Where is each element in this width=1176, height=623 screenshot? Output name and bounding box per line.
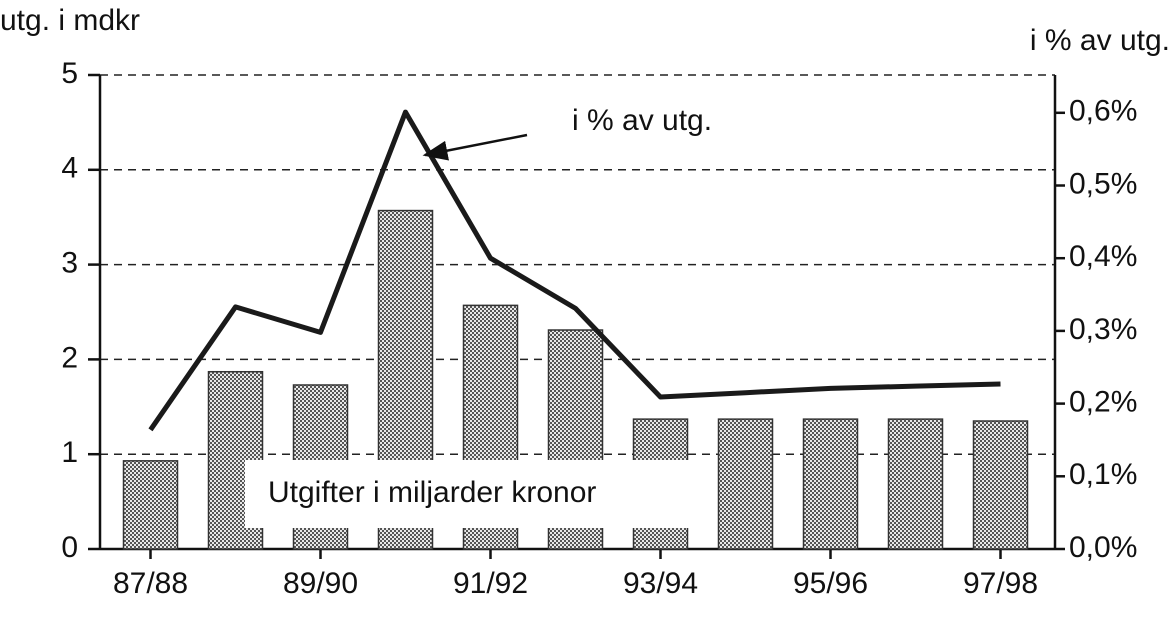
y-axis-title: utg. i mdkr xyxy=(0,4,140,37)
x-tick-label: 89/90 xyxy=(283,567,358,600)
y-tick-label: 2 xyxy=(61,341,78,374)
annotation-box xyxy=(245,460,700,528)
y2-tick-label: 0,3% xyxy=(1069,313,1137,346)
x-tick-label: 93/94 xyxy=(623,567,698,600)
bar xyxy=(122,460,179,550)
annotation-arrow xyxy=(422,133,528,161)
bar xyxy=(972,420,1029,550)
plot: 0 1 2 3 4 5 0,0% 0,1% 0,2% 0,3% 0,4% 0,5% 0,6% 87/88 8… xyxy=(61,57,1137,600)
y2-tick-label: 0,4% xyxy=(1069,240,1137,273)
bar xyxy=(717,418,774,550)
y2-tick-label: 0,5% xyxy=(1069,167,1137,200)
y-tick-label: 1 xyxy=(61,436,78,469)
x-tick-label: 97/98 xyxy=(963,567,1038,600)
y-tick-label: 0 xyxy=(61,531,78,564)
bar xyxy=(802,418,859,550)
x-tick-label: 87/88 xyxy=(113,567,188,600)
bar xyxy=(887,418,944,550)
y2-tick-label: 0,6% xyxy=(1069,95,1137,128)
y-tick-label: 4 xyxy=(61,152,78,185)
line xyxy=(148,109,1001,432)
y-tick-label: 5 xyxy=(61,57,78,90)
y2-tick-label: 0,2% xyxy=(1069,386,1137,419)
line-annotation: i % av utg. xyxy=(572,104,712,137)
y-tick-label: 3 xyxy=(61,247,78,280)
y2-tick-label: 0,0% xyxy=(1069,531,1137,564)
x-tick-label: 95/96 xyxy=(793,567,868,600)
y2-axis-title: i % av utg. xyxy=(1030,24,1170,57)
x-tick-label: 91/92 xyxy=(453,567,528,600)
y2-tick-label: 0,1% xyxy=(1069,458,1137,491)
bar-annotation: Utgifter i miljarder kronor xyxy=(268,476,596,509)
